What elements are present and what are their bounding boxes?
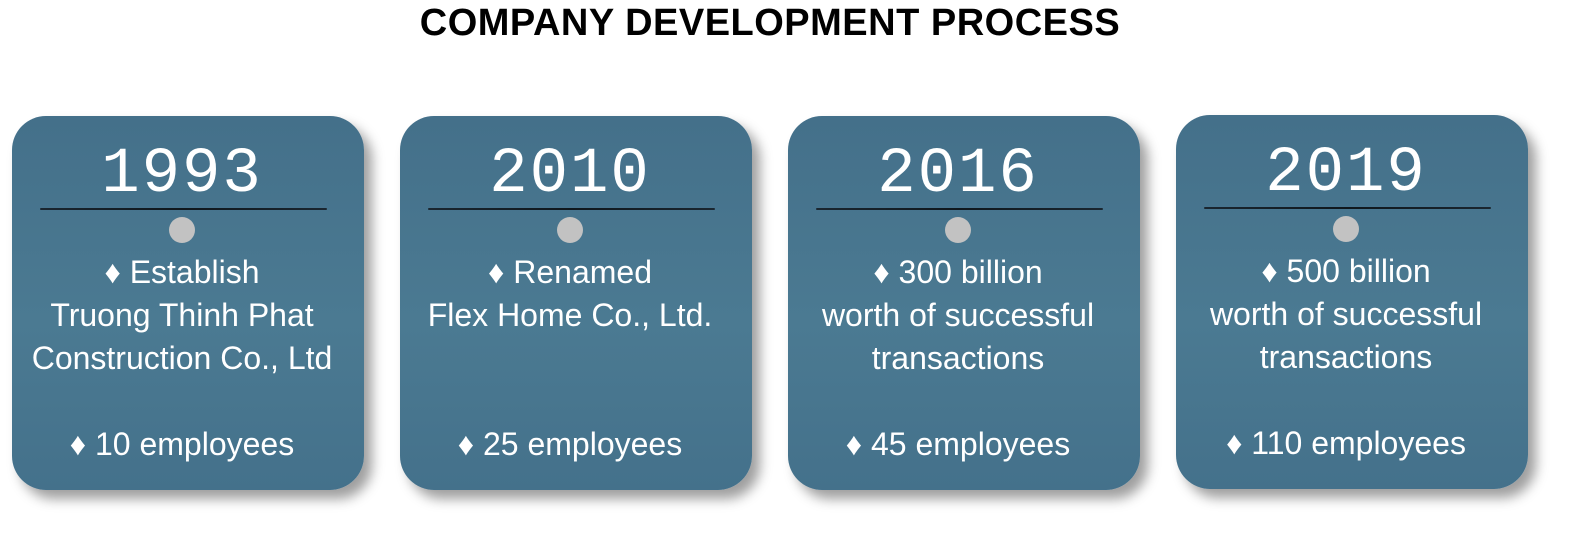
timeline-marker-dot: [1333, 216, 1359, 242]
milestone-card-1993: 1993 ♦ Establish Truong Thinh Phat Const…: [12, 116, 364, 490]
timeline-marker-dot: [169, 217, 195, 243]
milestone-year: 2010: [489, 139, 651, 211]
milestone-year: 2016: [877, 139, 1039, 211]
employee-count: ♦ 10 employees: [69, 426, 295, 462]
year-divider: [1204, 207, 1491, 209]
milestone-card-2016: 2016 ♦ 300 billion worth of successful t…: [788, 116, 1140, 490]
year-divider: [40, 208, 327, 210]
milestone-description: ♦ Establish Truong Thinh Phat Constructi…: [31, 254, 333, 376]
milestone-timeline: 1993 ♦ Establish Truong Thinh Phat Const…: [12, 115, 1532, 492]
milestone-description: ♦ 500 billion worth of successful transa…: [1209, 253, 1483, 375]
page-title: COMPANY DEVELOPMENT PROCESS: [419, 2, 1121, 44]
milestone-description: ♦ 300 billion worth of successful transa…: [821, 254, 1095, 376]
timeline-marker-dot: [557, 217, 583, 243]
milestone-card-2019: 2019 ♦ 500 billion worth of successful t…: [1176, 115, 1528, 489]
employee-count: ♦ 25 employees: [457, 426, 683, 462]
timeline-marker-dot: [945, 217, 971, 243]
year-divider: [428, 208, 715, 210]
milestone-year: 1993: [101, 139, 263, 211]
milestone-card-2010: 2010 ♦ Renamed Flex Home Co., Ltd. ♦ 25 …: [400, 116, 752, 490]
year-divider: [816, 208, 1103, 210]
employee-count: ♦ 45 employees: [845, 426, 1071, 462]
milestone-year: 2019: [1265, 138, 1427, 210]
milestone-description: ♦ Renamed Flex Home Co., Ltd.: [427, 254, 713, 333]
employee-count: ♦ 110 employees: [1226, 425, 1466, 461]
